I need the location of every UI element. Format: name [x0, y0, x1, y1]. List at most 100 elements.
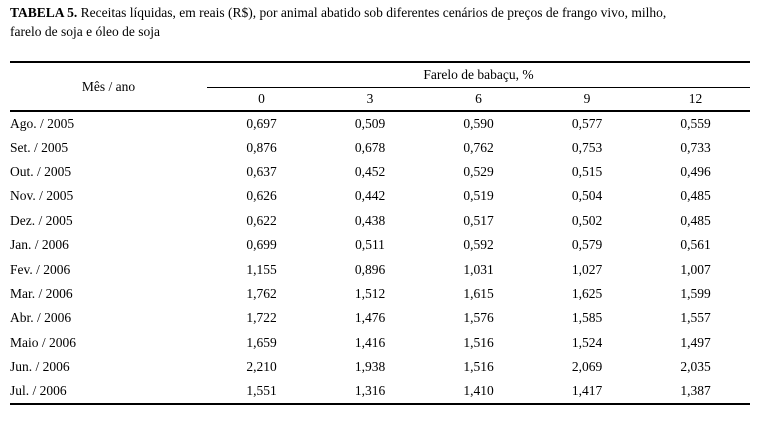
- cell-value: 1,417: [571, 382, 603, 398]
- cell-value: 0,561: [680, 237, 711, 253]
- column-header-12: 12: [641, 87, 751, 112]
- cell-value: 1,410: [463, 382, 494, 398]
- row-label: Jan. / 2006: [10, 237, 69, 253]
- cell-value: 0,496: [680, 163, 711, 179]
- row-label: Jul. / 2006: [10, 382, 67, 398]
- cell-value: 1,027: [571, 261, 603, 277]
- cell-value: 0,876: [246, 139, 277, 155]
- cell-value: 0,699: [246, 237, 277, 253]
- cell-value: 0,762: [463, 139, 494, 155]
- cell-value: 0,622: [246, 212, 277, 228]
- row-label: Dez. / 2005: [10, 212, 73, 228]
- cell-value: 0,485: [680, 188, 711, 204]
- caption-table-number: TABELA 5.: [10, 5, 78, 20]
- cell-value: 0,502: [571, 212, 603, 228]
- column-header-9: 9: [533, 87, 641, 112]
- cell-value: 2,035: [680, 359, 711, 375]
- cell-value: 0,529: [463, 163, 494, 179]
- table-row: Jan. / 2006 0,699 0,511 0,592 0,579 0,56…: [10, 233, 750, 257]
- cell-value: 1,599: [680, 285, 711, 301]
- cell-value: 1,516: [463, 334, 494, 350]
- cell-value: 1,416: [354, 334, 386, 350]
- row-label: Mar. / 2006: [10, 285, 73, 301]
- cell-value: 1,659: [246, 334, 277, 350]
- cell-value: 1,938: [354, 359, 386, 375]
- cell-value: 0,753: [571, 139, 603, 155]
- cell-value: 1,516: [463, 359, 494, 375]
- row-label: Out. / 2005: [10, 163, 72, 179]
- column-header-0: 0: [207, 87, 316, 112]
- cell-value: 1,316: [354, 382, 386, 398]
- cell-value: 0,592: [463, 237, 494, 253]
- caption-line-2: farelo de soja e óleo de soja: [10, 23, 160, 39]
- cell-value: 0,517: [463, 212, 494, 228]
- cell-value: 0,504: [571, 188, 603, 204]
- cell-value: 1,387: [680, 382, 711, 398]
- cell-value: 0,452: [354, 163, 386, 179]
- cell-value: 1,576: [463, 310, 494, 326]
- cell-value: 0,577: [571, 115, 603, 131]
- caption-line-1: TABELA 5. Receitas líquidas, em reais (R…: [10, 4, 756, 23]
- header-row-group: Mês / ano Farelo de babaçu, %: [10, 62, 751, 112]
- cell-value: 0,733: [680, 139, 711, 155]
- table-row: Mar. / 2006 1,762 1,512 1,615 1,625 1,59…: [10, 282, 750, 306]
- table-row: Set. / 2005 0,876 0,678 0,762 0,753 0,73…: [10, 135, 750, 159]
- cell-value: 0,438: [354, 212, 386, 228]
- header-row-percent: 0 3 6 9 12: [10, 87, 751, 112]
- cell-value: 1,155: [246, 261, 277, 277]
- table-row: Maio / 2006 1,659 1,416 1,516 1,524 1,49…: [10, 331, 750, 355]
- table-row: Out. / 2005 0,637 0,452 0,529 0,515 0,49…: [10, 160, 750, 184]
- cell-value: 0,637: [246, 163, 277, 179]
- row-label: Maio / 2006: [10, 334, 76, 350]
- table-caption: TABELA 5. Receitas líquidas, em reais (R…: [10, 4, 756, 41]
- cell-value: 0,896: [354, 261, 386, 277]
- column-header-month-year: Mês / ano: [10, 62, 207, 112]
- row-label: Nov. / 2005: [10, 188, 74, 204]
- cell-value: 0,579: [571, 237, 603, 253]
- cell-value: 2,210: [246, 359, 277, 375]
- row-label: Abr. / 2006: [10, 310, 72, 326]
- row-label: Fev. / 2006: [10, 261, 71, 277]
- cell-value: 0,590: [463, 115, 494, 131]
- cell-value: 0,559: [680, 115, 711, 131]
- cell-value: 1,524: [571, 334, 603, 350]
- table-row: Dez. / 2005 0,622 0,438 0,517 0,502 0,48…: [10, 209, 750, 233]
- cell-value: 1,031: [463, 261, 494, 277]
- cell-value: 0,626: [246, 188, 277, 204]
- column-header-6: 6: [424, 87, 533, 112]
- row-label: Jun. / 2006: [10, 359, 70, 375]
- cell-value: 1,722: [246, 310, 277, 326]
- cell-value: 0,485: [680, 212, 711, 228]
- cell-value: 1,551: [246, 382, 277, 398]
- cell-value: 1,512: [354, 285, 386, 301]
- table-row: Ago. / 2005 0,697 0,509 0,590 0,577 0,55…: [10, 111, 750, 135]
- cell-value: 0,442: [354, 188, 386, 204]
- row-label: Set. / 2005: [10, 139, 69, 155]
- cell-value: 0,678: [354, 139, 386, 155]
- cell-value: 0,511: [355, 237, 385, 253]
- cell-value: 1,557: [680, 310, 711, 326]
- table-row: Nov. / 2005 0,626 0,442 0,519 0,504 0,48…: [10, 184, 750, 208]
- table-row: Jul. / 2006 1,551 1,316 1,410 1,417 1,38…: [10, 379, 750, 403]
- cell-value: 0,697: [246, 115, 277, 131]
- column-header-3: 3: [316, 87, 424, 112]
- column-group-header: Farelo de babaçu, %: [207, 62, 751, 88]
- cell-value: 1,625: [571, 285, 603, 301]
- cell-value: 1,007: [680, 261, 711, 277]
- table-row: Abr. / 2006 1,722 1,476 1,576 1,585 1,55…: [10, 306, 750, 330]
- table-row: Jun. / 2006 2,210 1,938 1,516 2,069 2,03…: [10, 355, 750, 379]
- caption-text: Receitas líquidas, em reais (R$), por an…: [80, 5, 667, 20]
- cell-value: 1,762: [246, 285, 277, 301]
- cell-value: 1,615: [463, 285, 494, 301]
- cell-value: 1,497: [680, 334, 711, 350]
- cell-value: 1,585: [571, 310, 603, 326]
- cell-value: 2,069: [571, 359, 603, 375]
- data-table: Mês / ano Farelo de babaçu, % 0 3 6 9 12…: [10, 61, 751, 405]
- cell-value: 0,519: [463, 188, 494, 204]
- cell-value: 0,515: [571, 163, 603, 179]
- row-label: Ago. / 2005: [10, 115, 75, 131]
- cell-value: 1,476: [354, 310, 386, 326]
- cell-value: 0,509: [354, 115, 386, 131]
- table-row: Fev. / 2006 1,155 0,896 1,031 1,027 1,00…: [10, 257, 750, 281]
